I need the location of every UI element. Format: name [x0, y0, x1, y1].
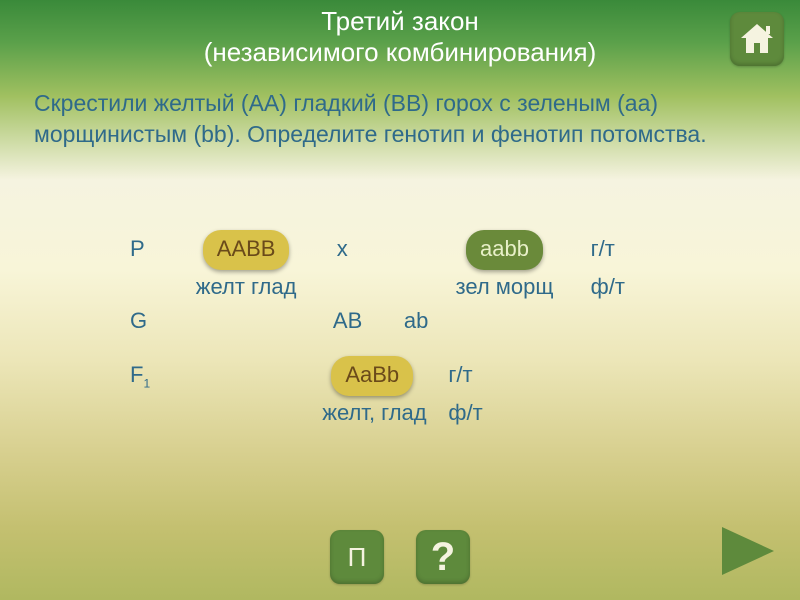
title-line-1: Третий закон — [0, 6, 800, 37]
genetic-cross: P AABB x aabb г/т желт глад зел морщ ф/т… — [130, 230, 641, 430]
parent1-pheno: желт глад — [176, 270, 316, 304]
gamete-2: ab — [368, 304, 428, 338]
p-button[interactable]: П — [330, 530, 384, 584]
problem-text: Скрестили желтый (АА) гладкий (ВВ) горох… — [34, 88, 720, 150]
row-f1-genotype: F1 AaBb г/т — [130, 356, 641, 396]
label-ft-2: ф/т — [428, 396, 528, 430]
label-P: P — [130, 232, 170, 266]
row-f1-phenotype: желт, глад ф/т — [130, 396, 641, 430]
slide-stage: Третий закон (независимого комбинировани… — [0, 0, 800, 600]
cross-symbol: x — [322, 232, 362, 266]
home-icon — [737, 19, 777, 59]
play-icon — [718, 523, 778, 579]
help-button-label: ? — [431, 535, 455, 580]
parent2-pheno: зел морщ — [435, 270, 575, 304]
cell-parent1-geno: AABB — [176, 230, 316, 270]
label-gt-2: г/т — [428, 358, 528, 392]
row-p-phenotype: желт глад зел морщ ф/т — [130, 270, 641, 304]
gamete-1: AB — [322, 304, 362, 338]
title-line-2: (независимого комбинирования) — [0, 37, 800, 68]
row-p-genotype: P AABB x aabb г/т — [130, 230, 641, 270]
f1-pheno: желт, глад — [322, 396, 422, 430]
slide-header: Третий закон (независимого комбинировани… — [0, 0, 800, 68]
cell-f1-geno: AaBb — [322, 356, 422, 396]
pill-parent1: AABB — [203, 230, 290, 270]
pill-f1: AaBb — [331, 356, 413, 396]
home-button[interactable] — [730, 12, 784, 66]
label-F1: F1 — [130, 358, 170, 393]
row-gametes: G AB ab — [130, 304, 641, 338]
label-G: G — [130, 304, 170, 338]
bottom-button-row: П ? — [0, 530, 800, 584]
pill-parent2: aabb — [466, 230, 543, 270]
p-button-label: П — [348, 542, 367, 573]
cell-parent2-geno: aabb — [435, 230, 575, 270]
help-button[interactable]: ? — [416, 530, 470, 584]
label-ft-1: ф/т — [581, 270, 641, 304]
next-button[interactable] — [718, 523, 778, 584]
label-gt-1: г/т — [581, 232, 641, 266]
